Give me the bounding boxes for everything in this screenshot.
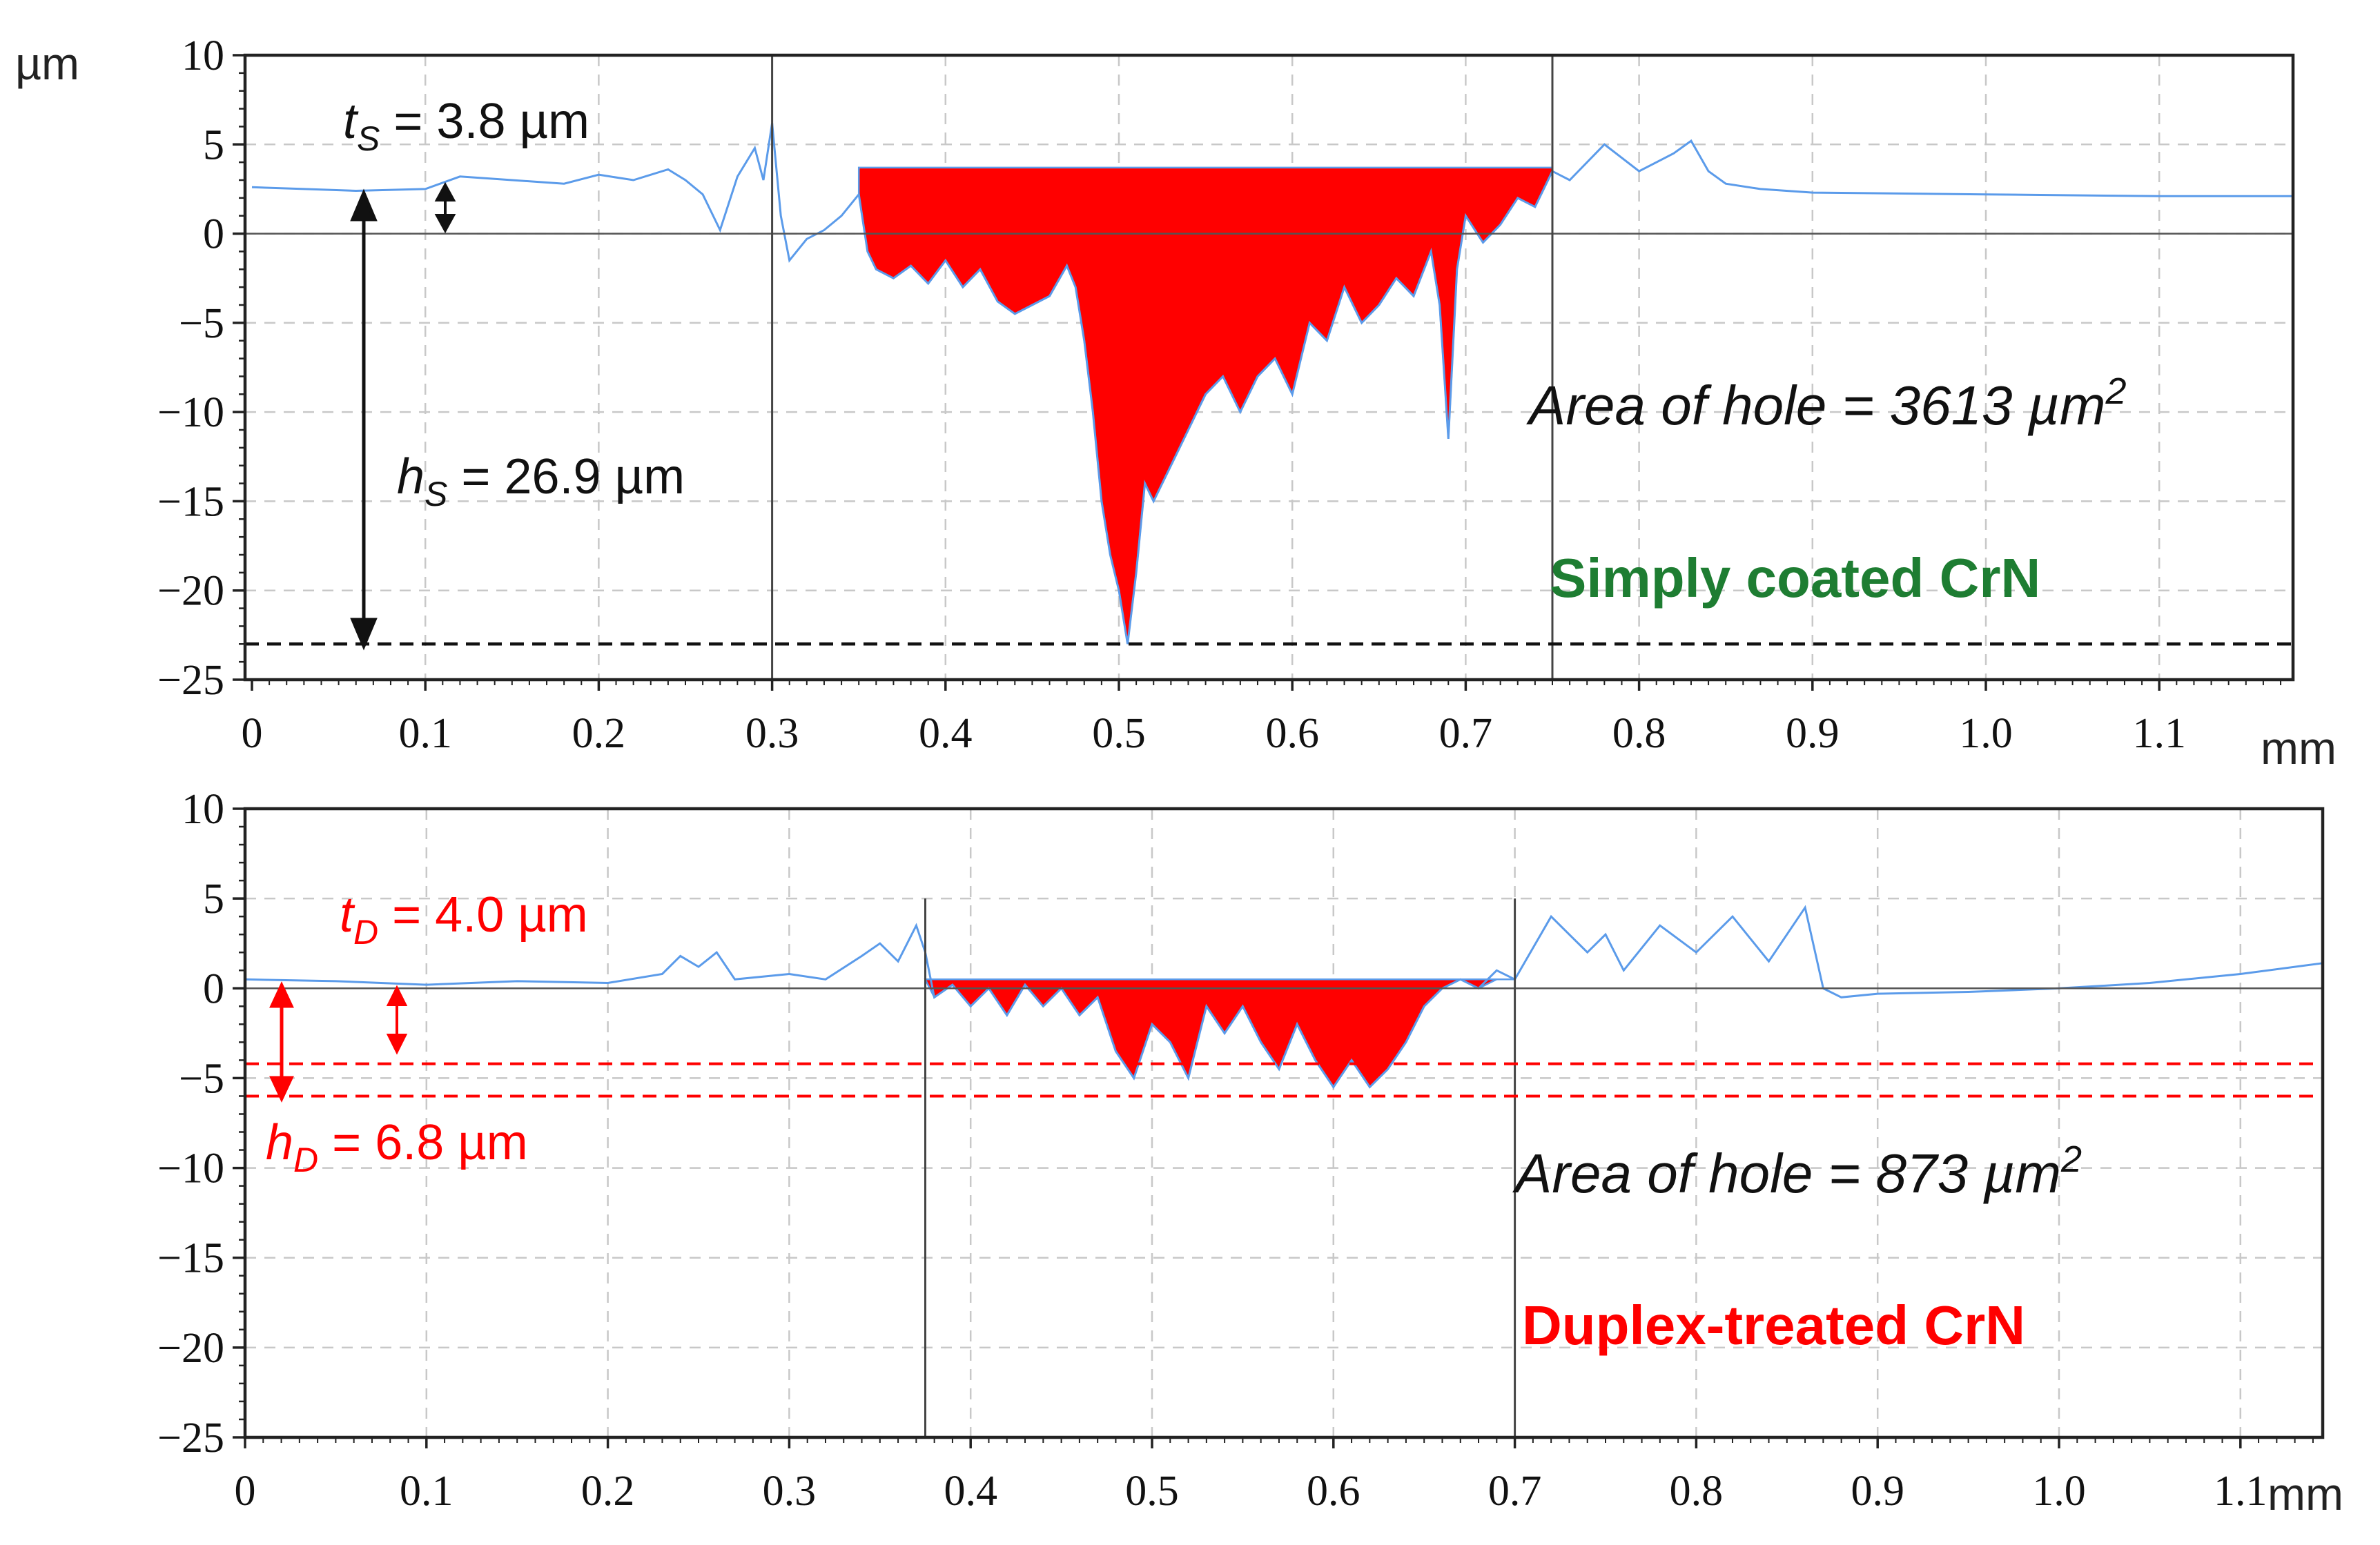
bottom-depth-arrow [269, 981, 294, 1103]
top-depth-label: hS = 26.9 µm [397, 449, 685, 513]
bottom-depth-label: hD = 6.8 µm [266, 1115, 528, 1179]
top-hole-area [857, 166, 1554, 644]
x-tick-label: 1.1 [2132, 710, 2186, 757]
bottom-sample-label: Duplex-treated CrN [1522, 1295, 2025, 1356]
x-tick-label: 0.6 [1307, 1468, 1360, 1515]
x-tick-label: 0 [235, 1468, 256, 1515]
y-tick-label: −10 [157, 1145, 224, 1192]
x-tick-label: 0.3 [745, 710, 799, 757]
y-tick-label: −5 [179, 1055, 224, 1102]
top-depth-arrow [350, 188, 378, 651]
x-tick-label: 0 [242, 710, 263, 757]
y-tick-label: 10 [182, 786, 224, 833]
bottom-x-axis-ticks: 0 0.1 0.2 0.3 0.4 0.5 0.6 0.7 0.8 0.9 1.0 1.1 [235, 1437, 2314, 1515]
x-tick-label: 1.1 [2214, 1468, 2267, 1515]
top-y-axis-ticks: 10 5 0 −5 −10 −15 −20 −25 [157, 32, 245, 704]
y-tick-label: −10 [157, 389, 224, 436]
x-tick-label: 1.0 [2032, 1468, 2086, 1515]
y-tick-label: −15 [157, 478, 224, 525]
y-tick-label: −20 [157, 568, 224, 615]
top-panel: 10 5 0 −5 −10 −15 −20 −25 0 0.1 0.2 0.3 0.4 0.5 0.6 0.… [15, 32, 2337, 774]
top-y-unit-label: µm [15, 38, 79, 89]
x-tick-label: 0.1 [398, 710, 452, 757]
top-x-axis-ticks: 0 0.1 0.2 0.3 0.4 0.5 0.6 0.7 0.8 0.9 1.0 1.1 [242, 680, 2282, 757]
bottom-area-label: Area of hole = 873 µm2 [1512, 1139, 2082, 1204]
y-tick-label: 0 [203, 211, 224, 258]
y-tick-label: −20 [157, 1325, 224, 1372]
top-sample-label: Simply coated CrN [1550, 547, 2040, 609]
top-thickness-arrow [434, 181, 456, 234]
y-tick-label: 10 [182, 32, 224, 79]
x-tick-label: 0.7 [1488, 1468, 1542, 1515]
x-tick-label: 1.0 [1959, 710, 2013, 757]
bottom-reference-lines [245, 1062, 2323, 1098]
x-tick-label: 0.3 [763, 1468, 817, 1515]
top-profile-line [251, 123, 2293, 644]
y-tick-label: −15 [157, 1235, 224, 1282]
bottom-y-axis-ticks: 10 5 0 −5 −10 −15 −20 −25 [157, 786, 245, 1462]
y-tick-label: −5 [179, 300, 224, 347]
top-plot-frame [243, 53, 2295, 682]
top-vertical-markers [771, 55, 1554, 680]
x-tick-label: 0.8 [1612, 710, 1666, 757]
bottom-profile-line [244, 905, 2323, 1090]
x-tick-label: 0.4 [944, 1468, 997, 1515]
x-tick-label: 0.6 [1265, 710, 1319, 757]
top-x-unit-label: mm [2261, 722, 2337, 774]
bottom-thickness-arrow [386, 985, 408, 1055]
x-tick-label: 0.2 [581, 1468, 635, 1515]
bottom-x-unit-label: mm [2267, 1468, 2343, 1519]
y-tick-label: −25 [157, 1415, 224, 1462]
y-tick-label: 0 [203, 965, 224, 1012]
bottom-panel: 10 5 0 −5 −10 −15 −20 −25 0 0.1 0.2 0.3 0.4 0.5 0.6 0.… [157, 786, 2343, 1519]
top-thickness-label: tS = 3.8 µm [343, 94, 589, 158]
y-tick-label: −25 [157, 657, 224, 704]
y-tick-label: 5 [203, 121, 224, 168]
top-area-label: Area of hole = 3613 µm2 [1526, 371, 2127, 436]
x-tick-label: 0.9 [1786, 710, 1840, 757]
x-tick-label: 0.4 [919, 710, 973, 757]
x-tick-label: 0.5 [1092, 710, 1146, 757]
x-tick-label: 0.5 [1125, 1468, 1179, 1515]
bottom-vertical-markers [924, 898, 1516, 1437]
x-tick-label: 0.7 [1439, 710, 1493, 757]
x-tick-label: 0.1 [400, 1468, 453, 1515]
x-tick-label: 0.9 [1851, 1468, 1904, 1515]
x-tick-label: 0.2 [572, 710, 626, 757]
x-tick-label: 0.8 [1670, 1468, 1724, 1515]
bottom-hole-area [924, 978, 1515, 1089]
bottom-plot-frame [243, 807, 2325, 1439]
bottom-thickness-label: tD = 4.0 µm [340, 887, 588, 952]
y-tick-label: 5 [203, 876, 224, 923]
